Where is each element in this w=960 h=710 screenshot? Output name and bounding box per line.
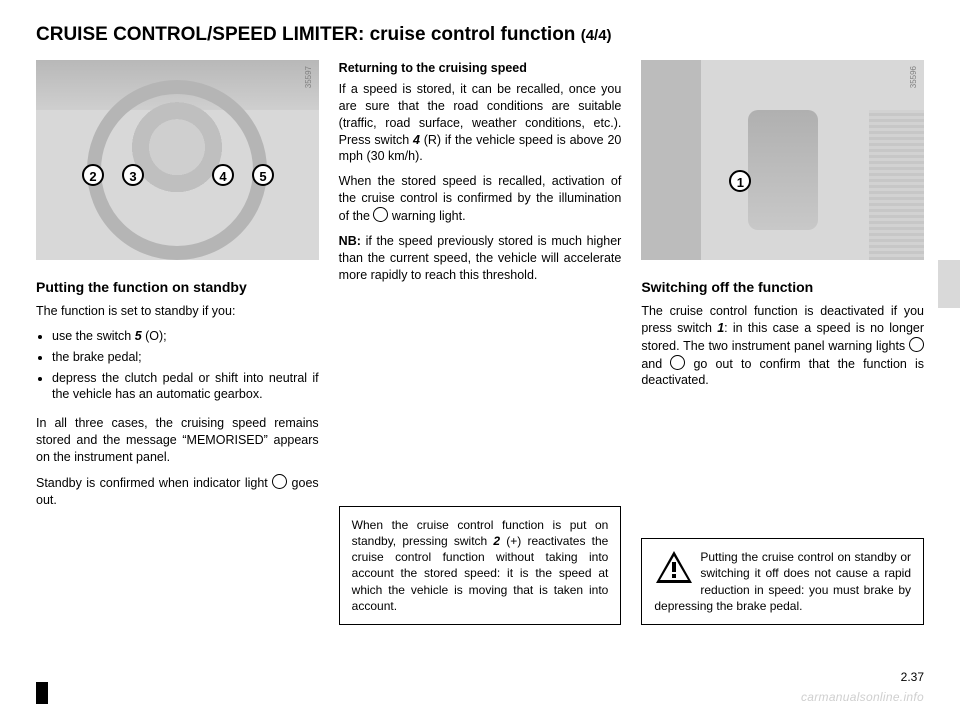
col1-p2: In all three cases, the cruising speed r… [36,415,319,466]
cruise-active-icon [373,207,388,222]
column-1: 35597 2 3 4 5 Putting the function on st… [36,60,319,625]
col3-p1c: and [641,357,670,371]
col2-smallhead: Returning to the cruising speed [339,60,622,77]
steering-wheel-shape [87,80,267,260]
bullet1-bold: 5 [135,329,142,343]
col1-bullet-3: depress the clutch pedal or shift into n… [52,370,319,404]
warning-triangle-icon [654,549,694,585]
gearshift-shape [748,110,818,230]
column-3: 35596 1 Switching off the function The c… [641,60,924,625]
col1-subhead: Putting the function on standby [36,278,319,297]
bullet1-tail: (O); [142,329,167,343]
col3-p1: The cruise control function is deactivat… [641,303,924,389]
col2-nb: NB: if the speed previously stored is mu… [339,233,622,284]
col2-p2: When the stored speed is recalled, activ… [339,173,622,225]
nb-text: if the speed previously stored is much h… [339,234,622,282]
figure-console: 35596 1 [641,60,924,260]
cruise-icon [670,355,685,370]
figure-id-2: 35596 [909,66,920,88]
console-shape [641,60,701,260]
col2-p1: If a speed is stored, it can be recalled… [339,81,622,165]
col2-p1-bold: 4 [413,133,420,147]
col1-bullets: use the switch 5 (O); the brake pedal; d… [36,328,319,408]
crop-mark [36,682,48,704]
title-main: CRUISE CONTROL/SPEED LIMITER: cruise con… [36,24,575,45]
warning-box: Putting the cruise control on standby or… [641,538,924,625]
title-pageof: (4/4) [581,27,612,44]
cruise-stored-icon [272,474,287,489]
col3-subhead: Switching off the function [641,278,924,297]
callout-3: 3 [122,164,144,186]
limiter-icon [909,337,924,352]
seat-shape [869,110,924,260]
page-number: 2.37 [901,670,924,684]
callout-4: 4 [212,164,234,186]
bullet1-a: use the switch [52,329,135,343]
columns: 35597 2 3 4 5 Putting the function on st… [36,60,924,625]
side-tab [938,260,960,308]
col1-p3: Standby is confirmed when indicator ligh… [36,474,319,509]
col2-p2b: warning light. [388,209,465,223]
col1-bullet-2: the brake pedal; [52,349,319,366]
col1-p3a: Standby is confirmed when indicator ligh… [36,476,272,490]
watermark: carmanualsonline.info [801,690,924,704]
info-box: When the cruise control function is put … [339,506,622,625]
callout-2: 2 [82,164,104,186]
page-title: CRUISE CONTROL/SPEED LIMITER: cruise con… [36,24,924,46]
col1-p1: The function is set to standby if you: [36,303,319,320]
figure-steering: 35597 2 3 4 5 [36,60,319,260]
col1-bullet-1: use the switch 5 (O); [52,328,319,345]
column-2: Returning to the cruising speed If a spe… [339,60,622,625]
figure-id: 35597 [304,66,315,88]
callout-5: 5 [252,164,274,186]
nb-label: NB: [339,234,361,248]
